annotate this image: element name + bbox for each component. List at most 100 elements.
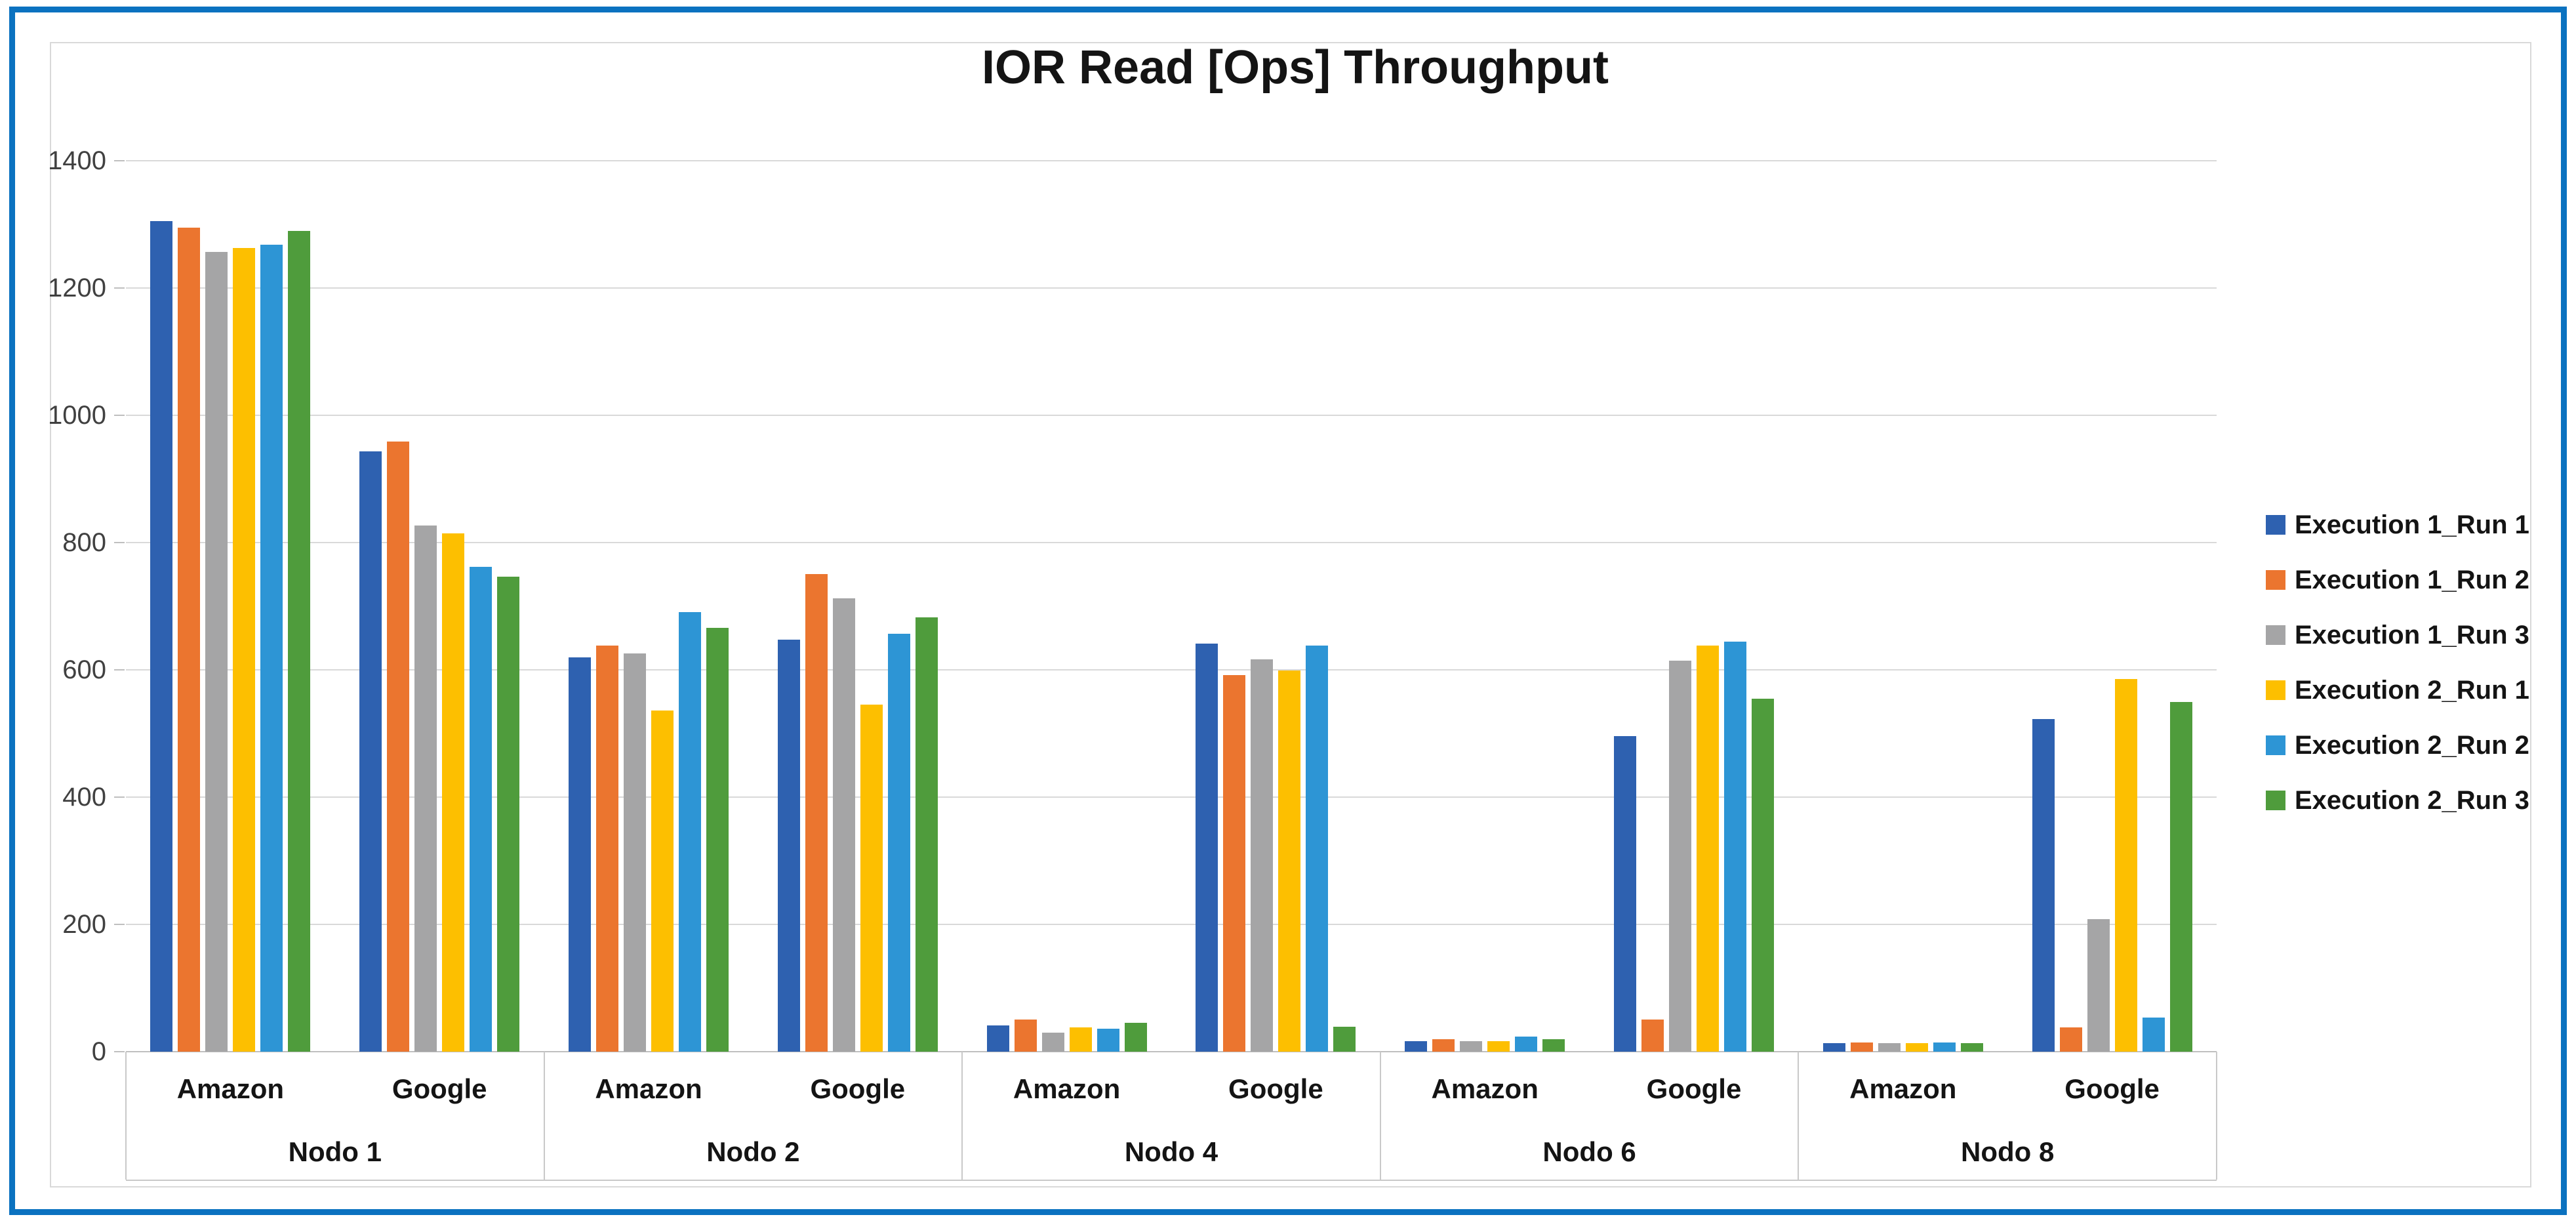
bar xyxy=(178,228,200,1052)
bar xyxy=(233,248,255,1052)
y-tick-label: 1200 xyxy=(48,274,106,302)
y-axis-tick xyxy=(114,542,125,543)
gridline xyxy=(126,542,2217,543)
legend-item: Execution 1_Run 2 xyxy=(2266,566,2529,594)
bar xyxy=(651,711,674,1052)
bar xyxy=(1432,1039,1455,1052)
y-tick-label: 1400 xyxy=(48,146,106,175)
legend-label: Execution 2_Run 2 xyxy=(2295,730,2529,760)
bar xyxy=(205,252,228,1052)
y-axis-tick xyxy=(114,796,125,798)
bar xyxy=(1405,1041,1427,1052)
legend-item: Execution 1_Run 3 xyxy=(2266,621,2529,650)
bar xyxy=(2115,679,2137,1052)
provider-label: Amazon xyxy=(595,1073,702,1104)
bar xyxy=(624,653,646,1052)
provider-label: Google xyxy=(1228,1073,1323,1104)
y-axis-tick xyxy=(114,924,125,925)
provider-label: Google xyxy=(810,1073,906,1104)
legend-item: Execution 2_Run 3 xyxy=(2266,786,2529,815)
bar xyxy=(1487,1041,1510,1052)
bar xyxy=(833,598,855,1052)
bar xyxy=(1070,1027,1092,1052)
provider-label: Google xyxy=(392,1073,487,1104)
bar xyxy=(150,221,172,1052)
node-separator xyxy=(1798,1052,1799,1180)
y-tick-label: 400 xyxy=(62,783,106,812)
y-axis-tick xyxy=(114,160,125,161)
bar xyxy=(260,245,283,1052)
node-label: Nodo 4 xyxy=(1124,1136,1218,1167)
provider-label: Amazon xyxy=(176,1073,285,1104)
bar xyxy=(442,533,464,1052)
bar xyxy=(778,640,800,1052)
bar xyxy=(987,1025,1009,1052)
gridline xyxy=(126,796,2217,798)
bar xyxy=(288,231,310,1052)
bar xyxy=(2087,919,2110,1052)
bar xyxy=(2060,1027,2082,1052)
legend-swatch xyxy=(2266,791,2285,810)
bar xyxy=(1251,659,1273,1052)
bar xyxy=(1669,661,1691,1052)
legend-label: Execution 1_Run 2 xyxy=(2295,565,2529,594)
bar xyxy=(497,577,519,1052)
chart-title: IOR Read [Ops] Throughput xyxy=(982,41,1609,94)
legend-label: Execution 2_Run 1 xyxy=(2295,675,2529,705)
y-tick-label: 0 xyxy=(91,1037,106,1066)
bar xyxy=(359,451,382,1052)
provider-label: Amazon xyxy=(1849,1073,1957,1104)
bar xyxy=(1542,1039,1565,1052)
legend-label: Execution 2_Run 3 xyxy=(2295,785,2529,815)
bar xyxy=(2170,702,2192,1052)
bar xyxy=(706,628,729,1052)
legend-swatch xyxy=(2266,680,2285,700)
chart-area-border xyxy=(50,42,2531,1187)
node-label: Nodo 6 xyxy=(1542,1136,1636,1167)
gridline xyxy=(126,160,2217,161)
y-tick-label: 800 xyxy=(62,528,106,557)
bar xyxy=(596,646,618,1052)
provider-label: Google xyxy=(2064,1073,2160,1104)
bar xyxy=(1752,699,1774,1052)
bar xyxy=(470,567,492,1052)
bar xyxy=(569,657,591,1052)
bar xyxy=(1125,1023,1147,1052)
bar xyxy=(916,617,938,1052)
legend-swatch xyxy=(2266,570,2285,590)
bar xyxy=(1196,644,1218,1052)
bar xyxy=(1333,1027,1356,1052)
bar xyxy=(1278,670,1300,1052)
bar xyxy=(2143,1018,2165,1052)
bar xyxy=(387,442,409,1052)
bar xyxy=(1641,1020,1664,1052)
y-axis-tick xyxy=(114,1051,125,1052)
node-label: Nodo 8 xyxy=(1961,1136,2055,1167)
bar xyxy=(1961,1043,1983,1052)
bar xyxy=(1097,1029,1119,1052)
bar xyxy=(1015,1020,1037,1052)
y-tick-label: 200 xyxy=(62,910,106,939)
bar xyxy=(1851,1042,1873,1052)
gridline xyxy=(126,415,2217,416)
band-bottom-border xyxy=(126,1180,2217,1181)
bar xyxy=(1223,675,1245,1052)
bar xyxy=(1460,1041,1482,1052)
bar xyxy=(805,574,828,1052)
bar xyxy=(1306,646,1328,1052)
legend-swatch xyxy=(2266,625,2285,645)
bar xyxy=(679,612,701,1052)
y-tick-label: 600 xyxy=(62,655,106,684)
bar xyxy=(1724,642,1746,1052)
bar xyxy=(1823,1043,1845,1052)
gridline xyxy=(126,924,2217,925)
bar xyxy=(1042,1033,1064,1052)
gridline xyxy=(126,669,2217,670)
legend-label: Execution 1_Run 1 xyxy=(2295,510,2529,539)
bar xyxy=(888,634,910,1052)
legend-item: Execution 1_Run 1 xyxy=(2266,510,2529,539)
node-label: Nodo 1 xyxy=(288,1136,382,1167)
node-separator xyxy=(544,1052,545,1180)
